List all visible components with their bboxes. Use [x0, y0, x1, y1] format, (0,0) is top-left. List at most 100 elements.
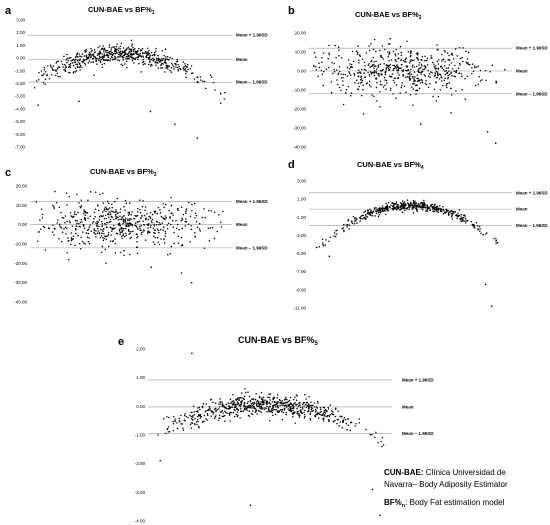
data-point — [329, 236, 331, 238]
data-point — [317, 412, 320, 415]
data-point — [86, 211, 89, 214]
data-point — [227, 407, 230, 410]
data-point — [161, 62, 163, 65]
data-point — [169, 215, 171, 218]
data-point — [275, 406, 277, 408]
data-point — [109, 53, 112, 55]
data-point — [205, 87, 207, 90]
data-point — [416, 80, 419, 83]
data-point — [201, 216, 204, 219]
data-point — [201, 405, 204, 408]
panel-letter: c — [5, 167, 11, 179]
data-point — [112, 240, 114, 242]
data-point — [339, 421, 342, 423]
reference-line-label: Mean — [402, 404, 414, 409]
data-point — [288, 399, 291, 402]
data-point — [447, 58, 449, 61]
data-point — [158, 243, 161, 246]
data-point — [214, 410, 217, 412]
data-point — [466, 57, 469, 60]
data-point — [56, 67, 59, 69]
data-point — [373, 207, 376, 209]
data-point — [62, 66, 64, 68]
data-point — [261, 399, 264, 401]
data-point — [190, 415, 192, 418]
data-point — [421, 81, 424, 84]
data-point — [161, 66, 163, 69]
data-point — [442, 208, 444, 211]
data-point — [108, 44, 111, 46]
data-point — [61, 231, 64, 233]
data-point — [371, 488, 374, 491]
data-point — [125, 49, 127, 51]
data-point — [48, 78, 51, 80]
data-point — [157, 206, 160, 209]
data-point — [365, 215, 367, 217]
data-point — [278, 398, 281, 401]
data-point — [406, 207, 409, 209]
data-point — [308, 409, 310, 412]
data-point — [387, 56, 389, 58]
data-point — [64, 226, 67, 229]
data-point — [97, 230, 100, 232]
data-point — [381, 436, 384, 439]
data-point — [455, 69, 458, 72]
data-point — [436, 60, 438, 63]
data-point — [268, 420, 271, 422]
data-point — [190, 427, 192, 429]
data-point — [70, 238, 73, 240]
data-point — [127, 212, 129, 214]
data-point — [283, 408, 286, 410]
data-point — [311, 407, 313, 409]
data-point — [386, 204, 389, 206]
data-point — [127, 214, 130, 216]
data-point — [424, 59, 426, 62]
data-point — [342, 80, 344, 82]
data-point — [172, 226, 175, 228]
data-point — [348, 71, 350, 73]
data-point — [303, 417, 306, 419]
data-point — [434, 72, 437, 75]
data-point — [94, 56, 96, 58]
data-point — [103, 51, 105, 53]
data-point — [443, 65, 446, 67]
data-point — [229, 411, 231, 414]
data-point — [384, 73, 387, 76]
data-point — [142, 52, 144, 55]
data-point — [250, 407, 252, 409]
chart-title: CUN-BAE vs BF%3 — [90, 167, 157, 178]
data-point — [236, 407, 238, 410]
data-point — [474, 84, 477, 87]
data-point — [149, 211, 152, 214]
data-point — [313, 406, 316, 408]
data-point — [164, 62, 167, 65]
data-point — [124, 221, 126, 223]
data-point — [67, 237, 69, 239]
data-point — [393, 81, 396, 84]
data-point — [51, 67, 53, 69]
data-point — [409, 206, 411, 208]
data-point — [219, 102, 222, 105]
data-point — [124, 52, 126, 55]
data-point — [59, 75, 61, 78]
data-point — [157, 434, 159, 436]
data-point — [75, 232, 77, 235]
data-point — [56, 222, 58, 224]
data-point — [224, 410, 226, 413]
data-point — [415, 93, 417, 95]
data-point — [102, 49, 105, 51]
data-point — [445, 70, 448, 72]
data-point — [457, 215, 460, 217]
data-point — [342, 73, 345, 76]
data-point — [359, 216, 362, 218]
data-point — [370, 72, 373, 74]
data-point — [257, 400, 260, 403]
data-point — [357, 75, 360, 77]
data-point — [338, 49, 340, 51]
data-point — [105, 54, 108, 57]
data-point — [457, 212, 459, 215]
data-point — [164, 232, 167, 235]
data-point — [33, 87, 36, 89]
data-point — [54, 69, 56, 71]
data-point — [427, 86, 430, 89]
